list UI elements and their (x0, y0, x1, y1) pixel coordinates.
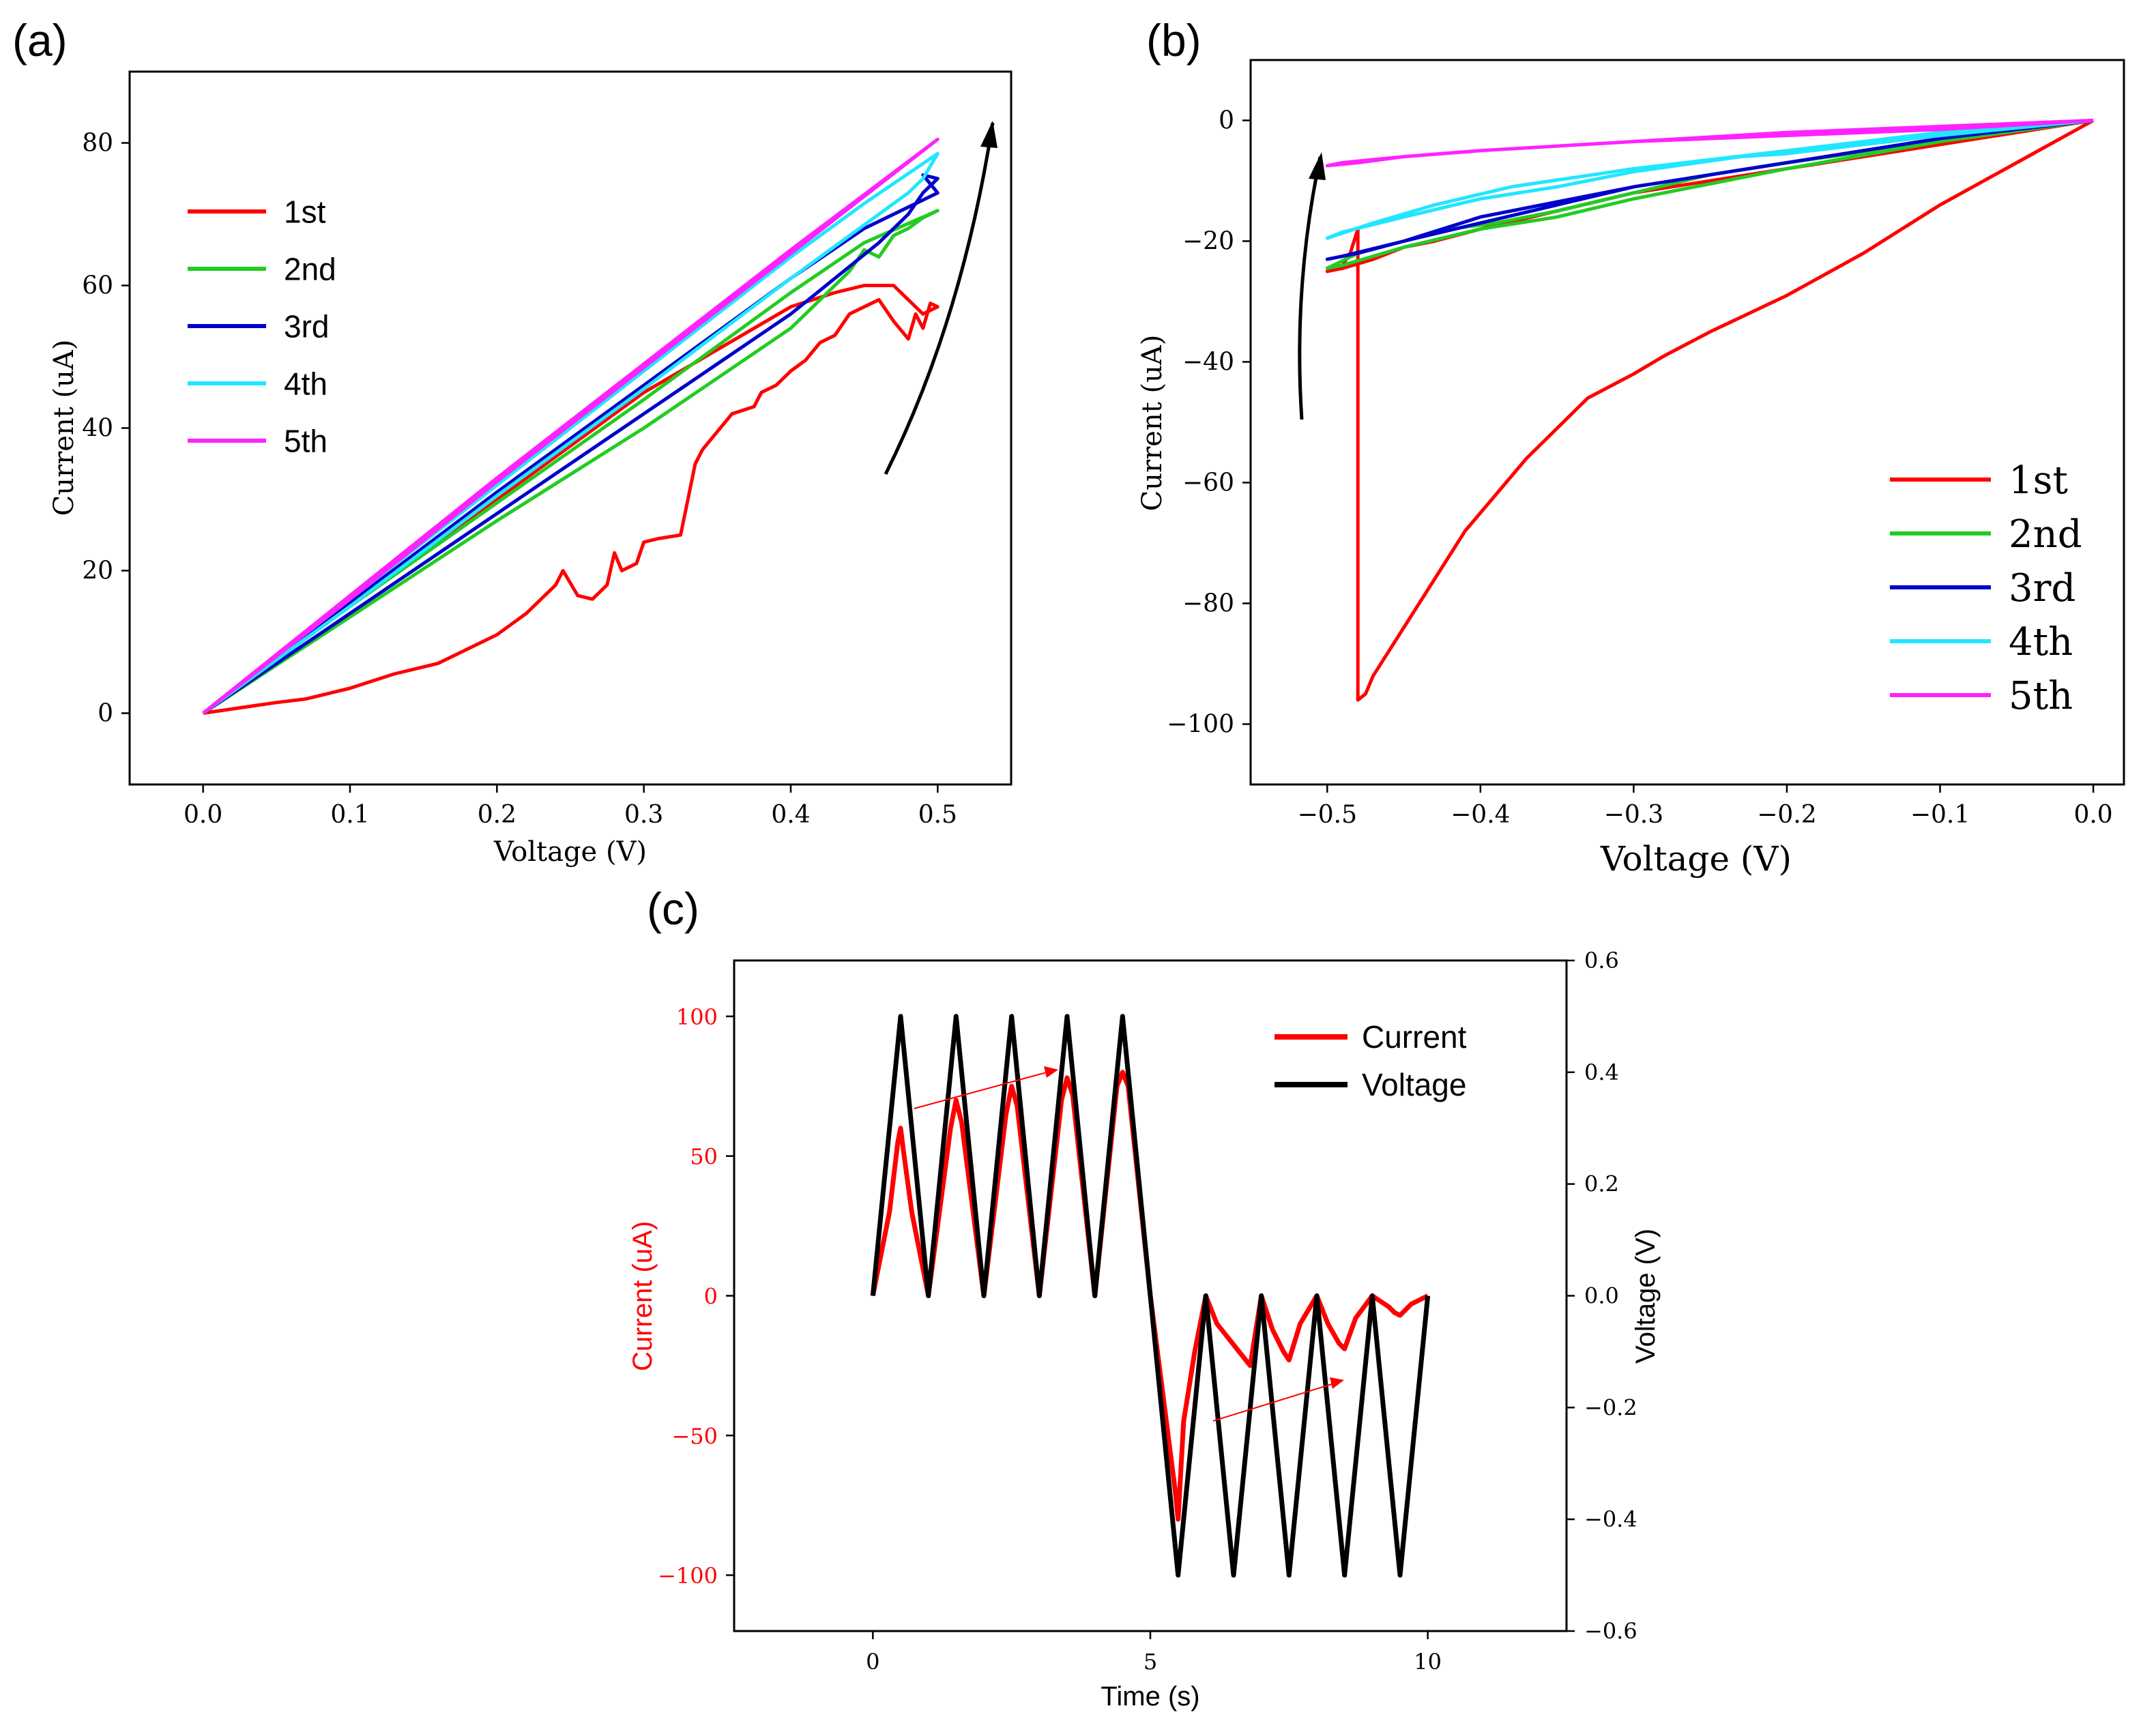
y2-tick-label: −0.4 (1584, 1506, 1637, 1532)
y2-tick-label: 0.2 (1584, 1171, 1619, 1197)
panel-b: (b) −0.5 −0.4 −0.3 −0.2 −0.1 0.0 0 −20 −40 −60 −8… (1137, 15, 2125, 879)
x-tick-label: 0.3 (624, 801, 663, 829)
legend-label: 5th (284, 424, 327, 459)
y2-tick-label: 0.0 (1584, 1283, 1619, 1309)
y-tick-label: 0 (704, 1284, 718, 1310)
c-series (870, 1014, 1431, 1578)
y-tick-label: −20 (1182, 228, 1234, 256)
legend-label: Voltage (1362, 1067, 1466, 1102)
series-line-voltage (870, 1014, 1431, 1578)
x-tick-label: −0.5 (1298, 801, 1357, 829)
series-line-4th (1325, 119, 2094, 240)
legend-label: 3rd (2009, 566, 2075, 611)
y-tick-label: −100 (1167, 711, 1234, 739)
x-tick-label: 0.5 (918, 801, 957, 829)
c-y-ticks: 100 50 0 −50 −100 (658, 1004, 734, 1589)
panel-c: (c) 0 5 10 100 50 0 −50 −100 0.6 0.4 0.2 0.0 −0.2 −… (628, 883, 1661, 1712)
panel-c-label: (c) (647, 883, 699, 934)
x-tick-label: −0.4 (1451, 801, 1510, 829)
a-y-ticks: 0 20 40 60 80 (82, 130, 130, 728)
y-tick-label: −50 (671, 1423, 718, 1449)
series-line-current (870, 1070, 1429, 1522)
y-tick-label: 100 (676, 1004, 718, 1030)
x-tick-label: 0.0 (184, 801, 222, 829)
a-y-axis-label: Current (uA) (48, 340, 80, 516)
y-tick-label: −100 (658, 1563, 718, 1589)
y-tick-label: 40 (82, 415, 113, 443)
x-tick-label: −0.1 (1910, 801, 1970, 829)
legend-label: 2nd (2009, 512, 2082, 557)
c-legend: Current Voltage (1274, 1019, 1467, 1102)
y-tick-label: 0 (98, 700, 113, 728)
legend-label: 4th (284, 366, 327, 402)
c-y2-ticks: 0.6 0.4 0.2 0.0 −0.2 −0.4 −0.6 (1567, 948, 1637, 1644)
x-tick-label: 0.4 (771, 801, 810, 829)
x-tick-label: −0.3 (1604, 801, 1663, 829)
a-legend: 1st 2nd 3rd 4th 5th (188, 194, 336, 459)
y-tick-label: 0 (1219, 107, 1234, 135)
b-y-ticks: 0 −20 −40 −60 −80 −100 (1167, 107, 1251, 739)
c-y2-axis-label: Voltage (V) (1631, 1229, 1661, 1364)
y-tick-label: −60 (1182, 469, 1234, 497)
y-tick-label: 60 (82, 272, 113, 300)
y2-tick-label: 0.4 (1584, 1059, 1619, 1085)
y2-tick-label: −0.2 (1584, 1394, 1637, 1420)
x-tick-label: 0.1 (330, 801, 369, 829)
b-x-ticks: −0.5 −0.4 −0.3 −0.2 −0.1 0.0 (1298, 784, 2113, 829)
x-tick-label: 0.0 (2073, 801, 2112, 829)
c-y-axis-label: Current (uA) (628, 1221, 658, 1371)
a-x-ticks: 0.0 0.1 0.2 0.3 0.4 0.5 (184, 784, 957, 829)
series-line-2nd (202, 209, 939, 715)
legend-label: 2nd (284, 252, 336, 287)
legend-label: 5th (2009, 674, 2073, 718)
x-tick-label: 0.2 (478, 801, 516, 829)
b-trend-arrow (1298, 156, 1322, 420)
x-tick-label: 5 (1143, 1649, 1157, 1675)
series-line-3rd (202, 173, 939, 715)
y2-tick-label: 0.6 (1584, 948, 1619, 973)
c-trend-arrowhead-upper (1044, 1066, 1058, 1078)
legend-label: 1st (284, 194, 326, 230)
series-line-1st (202, 284, 939, 715)
panel-b-label: (b) (1146, 15, 1201, 65)
legend-label: 3rd (284, 309, 329, 344)
series-line-5th (202, 137, 939, 715)
c-x-ticks: 0 5 10 (866, 1631, 1442, 1675)
b-x-axis-label: Voltage (V) (1600, 839, 1792, 879)
x-tick-label: −0.2 (1757, 801, 1816, 829)
y-tick-label: 50 (690, 1144, 718, 1170)
b-trend-arrowhead (1309, 152, 1326, 180)
series-line-5th (1325, 119, 2094, 168)
y-tick-label: 20 (82, 557, 113, 585)
c-trend-arrow-upper (914, 1070, 1055, 1109)
y2-tick-label: −0.6 (1584, 1618, 1637, 1644)
b-legend: 1st 2nd 3rd 4th 5th (1890, 458, 2082, 718)
c-trend-arrow-lower (1212, 1381, 1341, 1422)
b-series (1325, 119, 2095, 702)
a-trend-arrow (884, 122, 995, 475)
c-trend-arrowhead-lower (1330, 1377, 1344, 1389)
a-trend-arrowhead (980, 121, 997, 148)
series-line-3rd (1325, 119, 2094, 261)
y-tick-label: −80 (1182, 590, 1234, 618)
y-tick-label: −40 (1182, 349, 1234, 377)
series-line-4th (202, 151, 939, 715)
y-tick-label: 80 (82, 130, 113, 158)
plot-b-frame (1249, 59, 2125, 786)
legend-label: Current (1362, 1019, 1467, 1055)
series-line-2nd (1325, 119, 2094, 270)
legend-label: 1st (2009, 458, 2068, 503)
panel-a: (a) 0.0 0.1 0.2 0.3 0.4 0.5 0 20 40 60 80 Voltage… (12, 15, 1013, 868)
panel-a-label: (a) (12, 15, 68, 65)
a-x-axis-label: Voltage (V) (493, 836, 647, 868)
a-series (202, 137, 939, 715)
x-tick-label: 0 (866, 1649, 879, 1675)
c-x-axis-label: Time (s) (1101, 1682, 1199, 1712)
x-tick-label: 10 (1414, 1649, 1442, 1675)
b-y-axis-label: Current (uA) (1137, 335, 1168, 512)
legend-label: 4th (2009, 620, 2073, 664)
